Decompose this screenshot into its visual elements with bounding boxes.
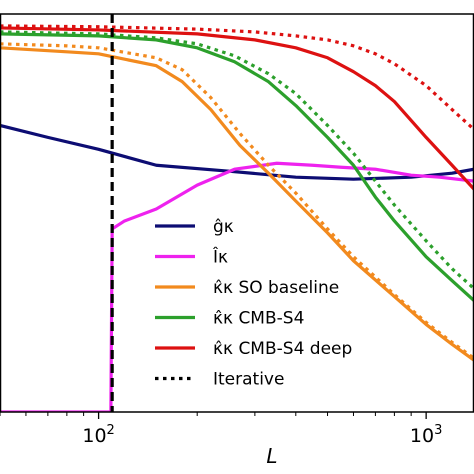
legend-label-4: κ̂κ CMB-S4 deep [213,339,352,359]
series-line-5 [0,30,474,290]
series-line-0 [0,123,474,181]
x-tick-label: 102 [82,423,114,447]
series-line-7 [0,24,474,131]
legend-label-2: κ̂κ SO baseline [213,278,339,298]
legend-label-1: Îκ [212,246,228,268]
series-line-2 [0,46,474,362]
legend: ĝκ Îκ κ̂κ SO baseline κ̂κ CMB-S4 κ̂κ CMB-S4 … [155,217,352,390]
series-line-3 [0,42,474,360]
legend-label-0: ĝκ [213,217,234,237]
series-line-4 [0,32,474,302]
legend-label-5: Iterative [213,370,284,390]
legend-label-3: κ̂κ CMB-S4 [213,309,304,329]
plot-area [0,14,474,412]
x-tick-label: 103 [410,423,442,447]
series-line-6 [0,26,474,191]
x-axis-label: L [266,444,277,468]
